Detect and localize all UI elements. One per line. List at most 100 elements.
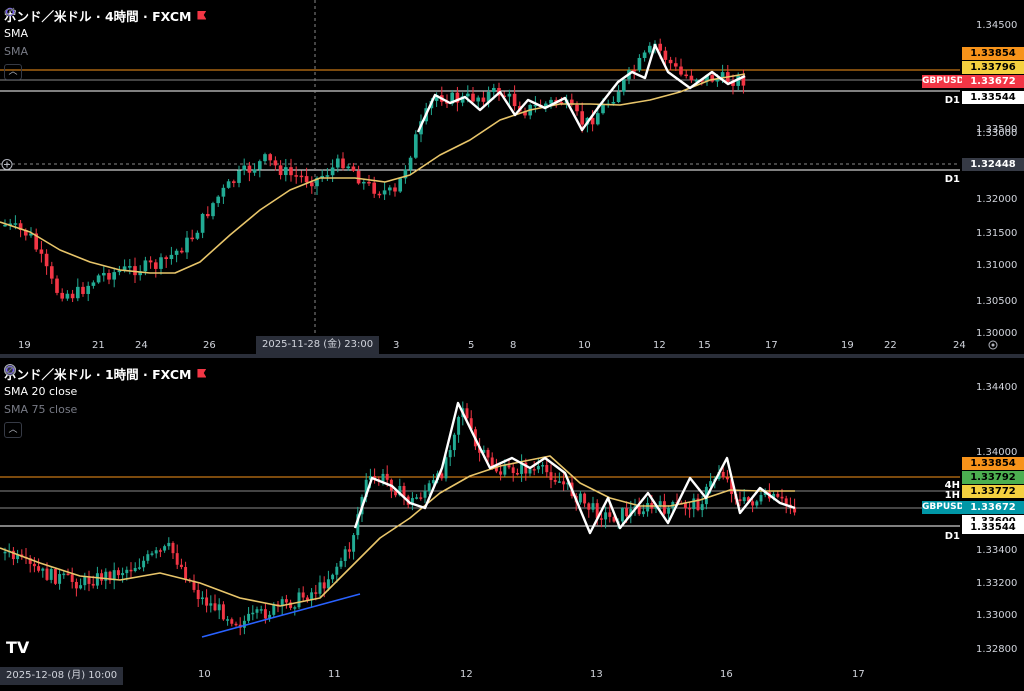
top-candle xyxy=(632,70,637,72)
top-candle xyxy=(60,292,65,299)
bottom-candle xyxy=(641,511,645,515)
bottom-price-tick-0: 1.34400 xyxy=(976,382,1018,393)
top-candle xyxy=(486,91,491,102)
bottom-candle xyxy=(66,573,70,576)
top-price-tick-6: 1.31000 xyxy=(976,260,1018,271)
top-indicator-sma-hidden[interactable]: SMA xyxy=(4,44,28,58)
top-candle xyxy=(273,160,278,166)
top-time-tick-1: 21 xyxy=(92,340,105,351)
top-candle xyxy=(75,286,80,299)
top-candle xyxy=(523,111,527,116)
top-candle xyxy=(658,43,663,51)
top-candle xyxy=(34,233,39,250)
top-sma-line xyxy=(0,73,746,274)
top-time-tick-10: 17 xyxy=(765,340,778,351)
eye-hidden-icon[interactable] xyxy=(4,6,16,18)
flag-icon xyxy=(197,10,207,20)
top-chart-canvas[interactable] xyxy=(0,0,1024,354)
bottom-candle xyxy=(221,604,225,620)
top-candle xyxy=(91,282,96,286)
level-label-d1: D1 xyxy=(944,531,960,542)
bottom-candle xyxy=(133,568,137,572)
bottom-candle xyxy=(104,571,108,581)
price-tag-2: 1.33792 xyxy=(962,471,1024,484)
top-candle xyxy=(377,193,382,196)
top-candle xyxy=(413,134,418,158)
bottom-indicator-sma20[interactable]: SMA 20 close xyxy=(4,384,78,398)
add-alert-icon[interactable] xyxy=(0,158,14,171)
top-candle xyxy=(268,154,273,161)
top-candle xyxy=(122,266,127,271)
top-candle xyxy=(460,96,465,103)
top-candle xyxy=(153,262,158,269)
bottom-candle xyxy=(289,602,293,608)
bottom-time-tick-5: 17 xyxy=(852,669,865,680)
bottom-candle xyxy=(646,503,650,512)
bottom-candle xyxy=(419,497,423,499)
bottom-candle xyxy=(268,614,272,619)
top-price-tick-7: 1.30500 xyxy=(976,296,1018,307)
bottom-candle xyxy=(394,490,398,496)
bottom-candle xyxy=(95,573,99,586)
bottom-candle xyxy=(780,496,784,499)
bottom-candle xyxy=(772,493,776,499)
bottom-indicator-sma75[interactable]: SMA 75 close xyxy=(4,402,78,416)
tradingview-logo[interactable]: TV xyxy=(6,638,30,657)
bottom-candle xyxy=(255,609,259,613)
top-symbol-title[interactable]: ポンド／米ドル · 4時間 · FXCM xyxy=(4,8,192,24)
bottom-candle xyxy=(486,449,490,458)
level-label-d1-2: D1 xyxy=(944,174,960,185)
bottom-candle xyxy=(171,542,175,554)
top-candle xyxy=(216,196,221,204)
bottom-chart-canvas[interactable] xyxy=(0,358,1024,691)
bottom-symbol-title[interactable]: ポンド／米ドル · 1時間 · FXCM xyxy=(4,366,192,382)
top-candle xyxy=(575,104,579,112)
top-candle xyxy=(283,167,288,176)
top-indicator-sma[interactable]: SMA xyxy=(4,26,28,40)
bottom-candle xyxy=(310,592,314,601)
symbol-tag: GBPUSD xyxy=(922,75,965,88)
price-tag-3: 1.33772 xyxy=(962,485,1024,498)
top-candle xyxy=(44,253,49,267)
top-candle xyxy=(361,181,366,184)
top-candle xyxy=(590,117,595,125)
bottom-candle xyxy=(192,580,196,590)
collapse-legend-button[interactable]: ︿ xyxy=(4,64,22,80)
settings-icon[interactable] xyxy=(986,338,1000,352)
bottom-candle xyxy=(709,481,713,487)
bottom-time-tick-4: 16 xyxy=(720,669,733,680)
eye-hidden-icon[interactable] xyxy=(4,364,16,376)
bottom-candle xyxy=(423,491,427,498)
bottom-candle xyxy=(175,553,179,565)
top-candle xyxy=(242,165,247,171)
bottom-candle xyxy=(322,582,326,589)
price-tag-d1-b: 1.33544 xyxy=(962,521,1024,534)
top-candle xyxy=(315,177,319,187)
bottom-chart-pane[interactable]: ポンド／米ドル · 1時間 · FXCM SMA 20 close SMA 75… xyxy=(0,358,1024,691)
bottom-candle xyxy=(230,619,234,624)
bottom-candle xyxy=(158,550,162,552)
top-candle xyxy=(13,223,18,225)
top-candle xyxy=(185,237,189,253)
top-candle xyxy=(55,278,59,293)
collapse-legend-button[interactable]: ︿ xyxy=(4,422,22,438)
top-candle xyxy=(668,59,673,64)
top-candle xyxy=(507,93,512,97)
top-candle xyxy=(554,99,559,103)
bottom-candle xyxy=(730,479,734,495)
top-candle xyxy=(403,169,408,179)
bottom-candle xyxy=(578,493,582,503)
top-candle xyxy=(471,93,475,102)
bottom-candle xyxy=(784,498,788,505)
top-zigzag-line xyxy=(416,43,746,133)
bottom-price-tick-1: 1.34000 xyxy=(976,447,1018,458)
top-candle xyxy=(393,187,397,192)
bottom-candle xyxy=(62,573,66,576)
top-candle xyxy=(190,237,195,240)
top-candle xyxy=(29,233,33,236)
top-chart-pane[interactable]: ポンド／米ドル · 4時間 · FXCM SMA SMA ︿ 1.34500 1.… xyxy=(0,0,1024,354)
top-candle xyxy=(294,175,299,177)
pane-divider[interactable] xyxy=(0,354,1024,358)
bottom-candle xyxy=(209,603,213,606)
price-tag-2: 1.33796 xyxy=(962,61,1024,74)
